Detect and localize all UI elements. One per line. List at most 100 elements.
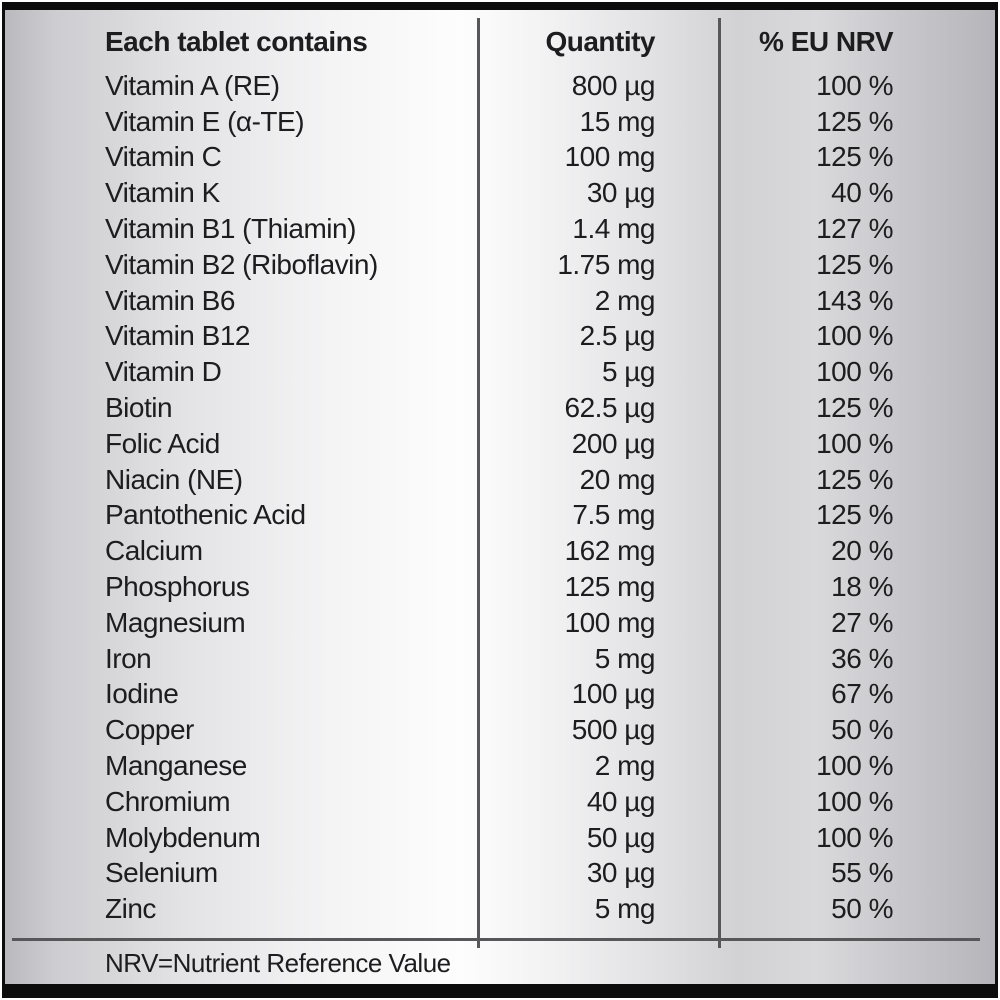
nutrient-nrv-percent: 55 %	[831, 857, 893, 889]
table-row: Chromium 40 µg 100 %	[5, 784, 995, 820]
nutrient-name: Zinc	[105, 893, 156, 925]
nutrient-name: Folic Acid	[105, 427, 220, 459]
nutrient-quantity: 2.5 µg	[579, 320, 656, 352]
table-row: Folic Acid 200 µg 100 %	[5, 426, 995, 462]
nutrient-quantity: 2 mg	[594, 750, 656, 782]
nutrient-quantity: 20 mg	[579, 463, 656, 495]
nutrient-nrv-percent: 143 %	[816, 284, 893, 316]
nutrient-name: Selenium	[105, 857, 218, 889]
nutrient-nrv-percent: 125 %	[816, 392, 893, 424]
table-row: Phosphorus 125 mg 18 %	[5, 569, 995, 605]
nutrient-nrv-percent: 100 %	[816, 356, 893, 388]
nutrient-nrv-percent: 36 %	[831, 642, 893, 674]
nutrient-name: Pantothenic Acid	[105, 499, 306, 531]
nutrient-quantity: 500 µg	[571, 714, 656, 746]
nutrient-nrv-percent: 67 %	[831, 678, 893, 710]
nutrient-quantity: 162 mg	[564, 535, 656, 567]
nutrient-nrv-percent: 100 %	[816, 821, 893, 853]
table-row: Vitamin K 30 µg 40 %	[5, 175, 995, 211]
table-row: Vitamin B1 (Thiamin) 1.4 mg 127 %	[5, 211, 995, 247]
nutrient-name: Iron	[105, 642, 152, 674]
nutrient-quantity: 30 µg	[586, 177, 656, 209]
nutrient-name: Magnesium	[105, 606, 246, 638]
nutrient-quantity: 800 µg	[571, 69, 656, 101]
table-row: Vitamin D 5 µg 100 %	[5, 354, 995, 390]
nutrient-nrv-percent: 100 %	[816, 785, 893, 817]
nutrient-nrv-percent: 18 %	[831, 571, 893, 603]
label-frame: Each tablet contains Quantity % EU NRV V…	[2, 2, 998, 984]
nutrient-quantity: 5 mg	[594, 642, 656, 674]
table-row: Vitamin A (RE) 800 µg 100 %	[5, 68, 995, 104]
nutrient-nrv-percent: 127 %	[816, 213, 893, 245]
nutrient-nrv-percent: 50 %	[831, 893, 893, 925]
header-each-tablet-contains: Each tablet contains	[105, 26, 368, 57]
nutrient-quantity: 5 mg	[594, 893, 656, 925]
nutrient-name: Vitamin B12	[105, 320, 250, 352]
nutrient-nrv-percent: 100 %	[816, 69, 893, 101]
nutrient-nrv-percent: 125 %	[816, 463, 893, 495]
nutrient-nrv-percent: 27 %	[831, 606, 893, 638]
nutrient-nrv-percent: 100 %	[816, 750, 893, 782]
nutrient-quantity: 50 µg	[586, 821, 656, 853]
nutrient-quantity: 62.5 µg	[564, 392, 656, 424]
nutrient-quantity: 1.4 mg	[572, 213, 655, 245]
nutrient-name: Phosphorus	[105, 571, 250, 603]
nutrient-quantity: 2 mg	[594, 284, 656, 316]
nutrient-nrv-percent: 125 %	[816, 499, 893, 531]
header-eu-nrv: % EU NRV	[759, 26, 893, 57]
table-header-row: Each tablet contains Quantity % EU NRV	[5, 16, 995, 68]
table-row: Iron 5 mg 36 %	[5, 641, 995, 677]
nutrient-quantity: 30 µg	[586, 857, 656, 889]
table-row: Calcium 162 mg 20 %	[5, 533, 995, 569]
nutrient-quantity: 100 µg	[571, 678, 656, 710]
nutrient-nrv-percent: 125 %	[816, 105, 893, 137]
table-row: Biotin 62.5 µg 125 %	[5, 390, 995, 426]
nutrition-table: Each tablet contains Quantity % EU NRV V…	[5, 10, 995, 927]
nutrient-name: Chromium	[105, 785, 231, 817]
nutrient-nrv-percent: 20 %	[831, 535, 893, 567]
nutrient-nrv-percent: 100 %	[816, 320, 893, 352]
table-row: Vitamin B6 2 mg 143 %	[5, 283, 995, 319]
table-row: Molybdenum 50 µg 100 %	[5, 820, 995, 856]
table-row: Selenium 30 µg 55 %	[5, 856, 995, 892]
nutrient-nrv-percent: 100 %	[816, 427, 893, 459]
nutrient-nrv-percent: 40 %	[831, 177, 893, 209]
table-row: Vitamin B12 2.5 µg 100 %	[5, 319, 995, 355]
nutrient-name: Vitamin B6	[105, 284, 235, 316]
nutrient-name: Iodine	[105, 678, 179, 710]
column-divider-1	[477, 18, 480, 948]
nutrient-quantity: 5 µg	[601, 356, 656, 388]
bottom-black-bar	[2, 984, 998, 998]
nutrient-quantity: 15 mg	[579, 105, 656, 137]
nutrient-name: Vitamin D	[105, 356, 222, 388]
table-row: Zinc 5 mg 50 %	[5, 891, 995, 927]
table-row: Magnesium 100 mg 27 %	[5, 605, 995, 641]
nutrient-quantity: 7.5 mg	[572, 499, 655, 531]
nutrient-quantity: 1.75 mg	[557, 248, 655, 280]
footnote-divider-line	[12, 938, 980, 941]
nutrient-name: Vitamin E (α-TE)	[105, 105, 305, 137]
nutrient-quantity: 100 mg	[564, 606, 656, 638]
nutrient-name: Vitamin C	[105, 141, 222, 173]
nutrient-name: Vitamin K	[105, 177, 220, 209]
nutrient-quantity: 200 µg	[571, 427, 656, 459]
table-rows: Vitamin A (RE) 800 µg 100 % Vitamin E (α…	[5, 68, 995, 927]
nrv-footnote: NRV=Nutrient Reference Value	[105, 947, 451, 978]
nutrient-nrv-percent: 125 %	[816, 141, 893, 173]
nutrient-name: Vitamin A (RE)	[105, 69, 280, 101]
nutrient-nrv-percent: 50 %	[831, 714, 893, 746]
column-divider-2	[718, 18, 721, 948]
table-row: Manganese 2 mg 100 %	[5, 748, 995, 784]
nutrient-quantity: 125 mg	[564, 571, 656, 603]
nutrient-name: Manganese	[105, 750, 247, 782]
header-quantity: Quantity	[545, 26, 655, 57]
nutrient-nrv-percent: 125 %	[816, 248, 893, 280]
nutrient-quantity: 100 mg	[564, 141, 656, 173]
table-row: Iodine 100 µg 67 %	[5, 677, 995, 713]
nutrient-name: Niacin (NE)	[105, 463, 243, 495]
table-row: Copper 500 µg 50 %	[5, 712, 995, 748]
nutrient-name: Calcium	[105, 535, 203, 567]
nutrient-name: Copper	[105, 714, 194, 746]
table-row: Vitamin E (α-TE) 15 mg 125 %	[5, 104, 995, 140]
